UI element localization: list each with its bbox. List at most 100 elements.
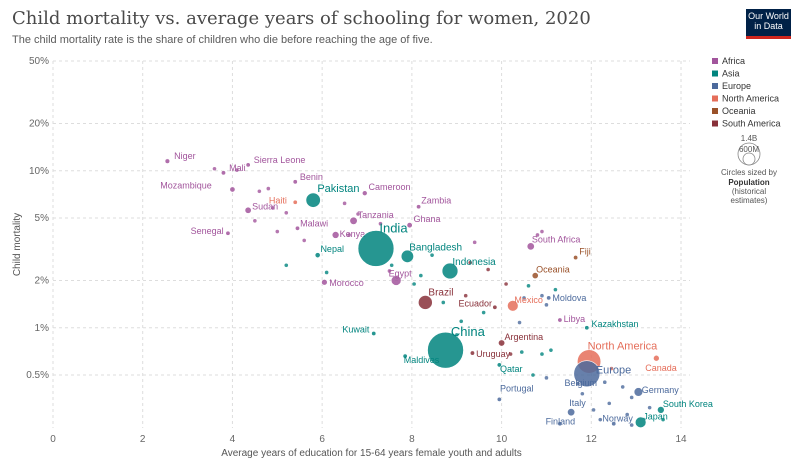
scatter-point[interactable] (245, 162, 251, 168)
legend-swatch[interactable] (712, 58, 718, 64)
scatter-point-minor[interactable] (504, 282, 508, 286)
legend-swatch[interactable] (712, 95, 718, 102)
scatter-point[interactable] (575, 381, 581, 387)
scatter-point-minor[interactable] (544, 303, 549, 307)
scatter-point-minor[interactable] (266, 186, 271, 191)
scatter-point[interactable] (441, 262, 459, 280)
scatter-point[interactable] (567, 408, 576, 417)
scatter-point[interactable] (573, 360, 601, 388)
scatter-point-minor[interactable] (540, 352, 544, 356)
scatter-point-minor[interactable] (661, 417, 665, 422)
scatter-point[interactable] (427, 331, 464, 369)
scatter-point-minor[interactable] (609, 366, 614, 371)
scatter-point[interactable] (492, 304, 498, 310)
scatter-point-minor[interactable] (347, 233, 351, 237)
scatter-point-minor[interactable] (535, 233, 540, 237)
scatter-point[interactable] (400, 249, 414, 263)
scatter-point-minor[interactable] (419, 273, 423, 278)
scatter-point-minor[interactable] (540, 293, 544, 298)
scatter-point[interactable] (526, 242, 535, 251)
scatter-point[interactable] (584, 325, 590, 331)
scatter-point-minor[interactable] (531, 373, 535, 377)
scatter-point-minor[interactable] (284, 263, 289, 268)
scatter-point-minor[interactable] (647, 405, 652, 410)
scatter-point-minor[interactable] (463, 293, 468, 298)
scatter-point-minor[interactable] (324, 270, 329, 275)
scatter-point-minor[interactable] (235, 168, 239, 172)
scatter-point[interactable] (498, 339, 506, 347)
scatter-point-minor[interactable] (522, 296, 526, 300)
scatter-point-minor[interactable] (526, 284, 531, 288)
scatter-point[interactable] (294, 225, 300, 231)
scatter-point[interactable] (634, 416, 647, 429)
scatter-point-minor[interactable] (441, 300, 446, 305)
scatter-point-minor[interactable] (486, 267, 490, 272)
scatter-point[interactable] (469, 350, 475, 356)
scatter-point-minor[interactable] (519, 350, 524, 354)
scatter-point-minor[interactable] (302, 238, 307, 243)
legend-swatch[interactable] (712, 120, 718, 127)
scatter-point[interactable] (349, 216, 358, 225)
legend-label[interactable]: North America (722, 94, 779, 104)
scatter-point[interactable] (402, 353, 408, 359)
scatter-point[interactable] (229, 186, 236, 193)
scatter-point[interactable] (546, 295, 552, 301)
scatter-point-minor[interactable] (517, 320, 522, 325)
scatter-point[interactable] (573, 255, 579, 261)
scatter-point[interactable] (220, 170, 226, 176)
legend-swatch[interactable] (712, 70, 718, 77)
scatter-point[interactable] (361, 190, 368, 196)
scatter-point-minor[interactable] (544, 376, 549, 380)
scatter-point-minor[interactable] (508, 352, 513, 356)
scatter-point[interactable] (357, 230, 395, 267)
scatter-point-minor[interactable] (620, 385, 625, 389)
scatter-point[interactable] (633, 387, 644, 397)
scatter-point[interactable] (390, 275, 402, 286)
scatter-point-minor[interactable] (389, 263, 394, 268)
scatter-point-minor[interactable] (387, 269, 392, 273)
scatter-point-minor[interactable] (553, 287, 558, 292)
scatter-point-minor[interactable] (257, 189, 262, 194)
scatter-point[interactable] (292, 179, 298, 185)
scatter-point-minor[interactable] (549, 348, 553, 352)
scatter-point[interactable] (418, 295, 433, 310)
scatter-point-minor[interactable] (591, 408, 596, 412)
scatter-point[interactable] (321, 279, 328, 286)
scatter-point-minor[interactable] (378, 221, 383, 226)
legend-label[interactable]: South America (722, 119, 781, 129)
scatter-point[interactable] (496, 362, 502, 368)
legend-swatch[interactable] (712, 108, 718, 114)
scatter-point[interactable] (305, 192, 321, 208)
scatter-point-minor[interactable] (629, 423, 634, 427)
scatter-point[interactable] (416, 204, 422, 210)
scatter-point[interactable] (557, 421, 563, 427)
scatter-point[interactable] (225, 230, 231, 236)
legend-label[interactable]: Europe (722, 81, 751, 91)
scatter-point-minor[interactable] (481, 310, 486, 315)
scatter-point[interactable] (371, 330, 377, 336)
scatter-point[interactable] (611, 421, 617, 427)
scatter-point[interactable] (406, 222, 413, 229)
scatter-point[interactable] (496, 396, 502, 402)
legend-label[interactable]: Asia (722, 69, 740, 79)
scatter-point-minor[interactable] (468, 260, 472, 265)
scatter-point-minor[interactable] (472, 240, 477, 245)
scatter-point[interactable] (331, 231, 340, 239)
scatter-point-minor[interactable] (580, 391, 585, 396)
scatter-point[interactable] (653, 354, 660, 362)
scatter-point-minor[interactable] (629, 395, 634, 400)
scatter-point-minor[interactable] (598, 417, 603, 422)
legend-label[interactable]: Oceania (722, 106, 756, 116)
scatter-point-minor[interactable] (540, 229, 544, 234)
scatter-point-minor[interactable] (607, 401, 612, 406)
scatter-point-minor[interactable] (342, 201, 347, 206)
scatter-point-minor[interactable] (212, 166, 217, 171)
scatter-point[interactable] (244, 206, 252, 214)
scatter-point[interactable] (314, 252, 321, 259)
scatter-point[interactable] (657, 406, 665, 414)
scatter-point[interactable] (507, 300, 519, 312)
scatter-point[interactable] (292, 199, 298, 205)
scatter-point-minor[interactable] (459, 319, 464, 324)
scatter-point-minor[interactable] (253, 219, 257, 223)
scatter-point-minor[interactable] (356, 212, 360, 216)
